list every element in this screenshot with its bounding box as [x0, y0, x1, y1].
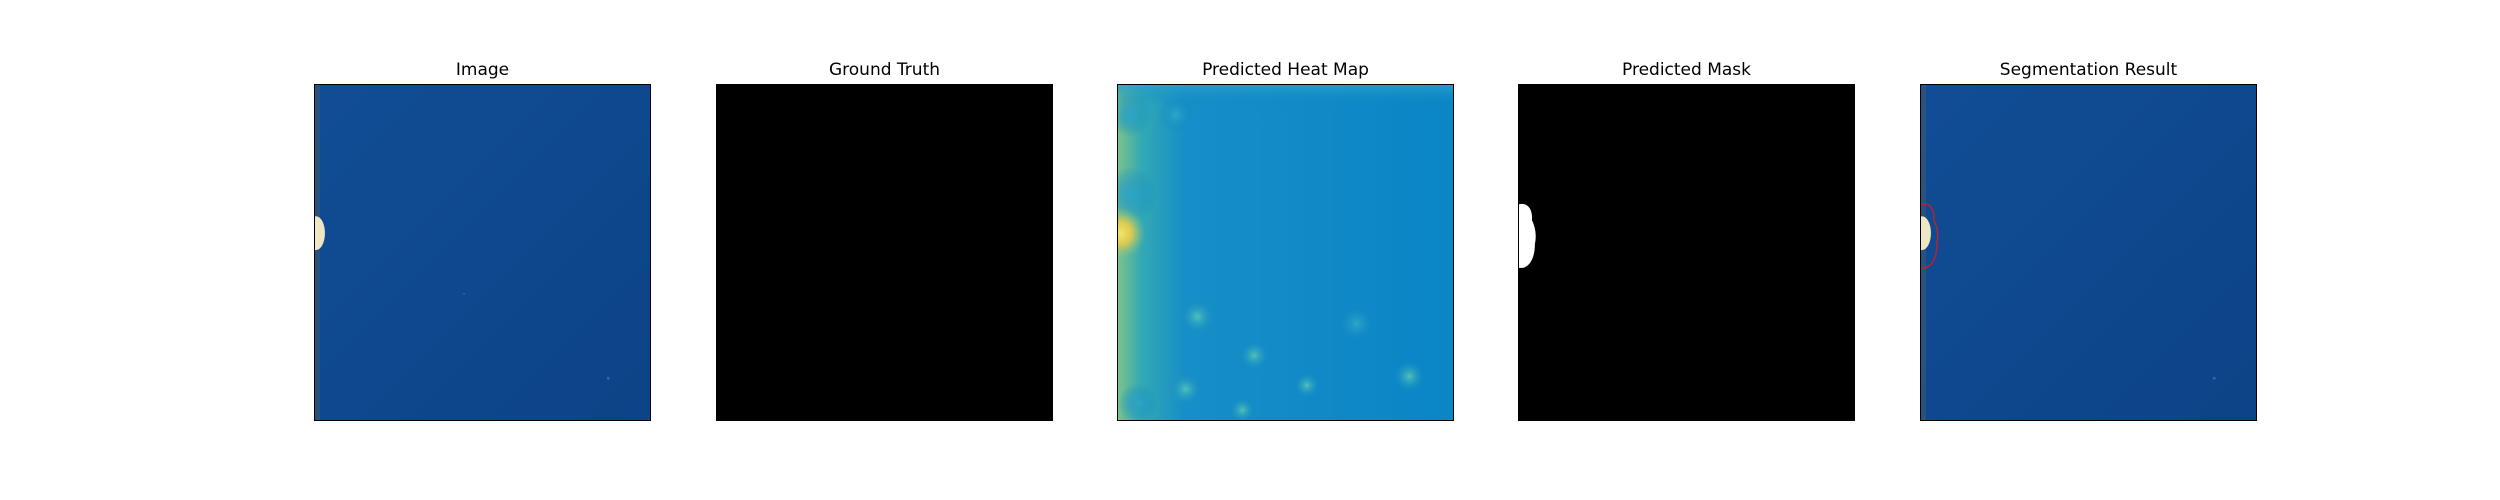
panel-title-segmentation-result: Segmentation Result: [1999, 60, 2178, 80]
defect-blob: [1921, 216, 1931, 251]
defect-contour: [1921, 203, 1939, 269]
heat-hotspot: [1118, 207, 1146, 259]
panel-title-ground-truth: Ground Truth: [828, 60, 941, 80]
left-edge-strip: [1921, 85, 1926, 420]
surface-background: [315, 85, 650, 420]
panel-title-predicted-mask: Predicted Mask: [1622, 60, 1751, 80]
heat-base: [1118, 85, 1453, 420]
predicted-mask: [1519, 85, 1854, 420]
segmentation-frame: [1920, 84, 2257, 421]
heat-top-band: [1118, 85, 1453, 107]
panel-title-heat-map: Predicted Heat Map: [1202, 60, 1369, 80]
ground-truth-frame: [716, 84, 1053, 421]
predicted-defect-region: [1519, 203, 1536, 268]
segmentation-overlay: [1921, 85, 2256, 420]
left-edge-strip: [315, 85, 320, 420]
heat-map: [1118, 85, 1453, 420]
original-image: [315, 85, 650, 420]
mask-background: [717, 85, 1052, 420]
defect-blob: [315, 216, 325, 251]
surface-background: [1921, 85, 2256, 420]
mask-background: [1519, 85, 1854, 420]
heat-map-frame: [1117, 84, 1454, 421]
image-frame: [314, 84, 651, 421]
ground-truth-mask: [717, 85, 1052, 420]
predicted-mask-frame: [1518, 84, 1855, 421]
panel-title-image: Image: [455, 60, 510, 80]
